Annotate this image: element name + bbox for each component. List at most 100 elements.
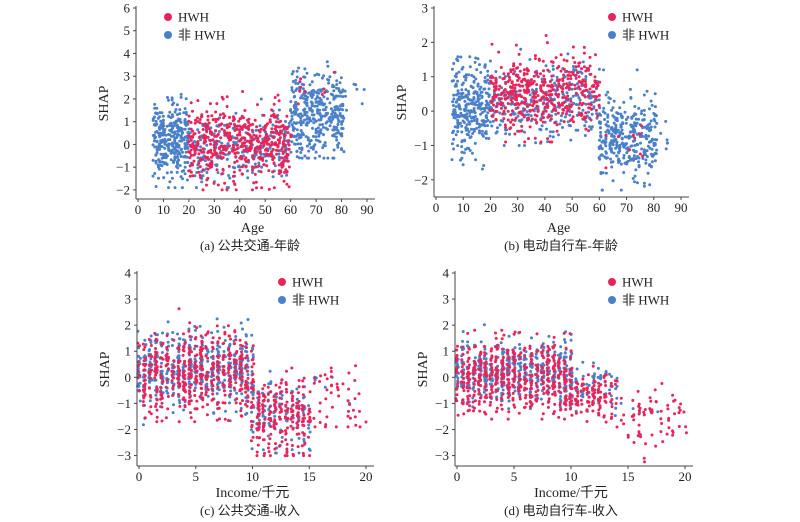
data-point <box>161 114 165 118</box>
data-point <box>274 442 277 446</box>
data-point <box>286 426 289 430</box>
data-point <box>467 73 470 77</box>
data-point <box>177 117 181 121</box>
data-point <box>546 115 550 119</box>
data-point <box>217 381 221 385</box>
data-point <box>655 121 659 125</box>
data-point <box>503 106 507 110</box>
data-point <box>486 118 490 122</box>
data-point <box>242 154 246 158</box>
data-point <box>597 121 601 125</box>
data-point <box>518 343 521 346</box>
data-point <box>256 403 260 407</box>
data-point <box>244 165 248 169</box>
data-point <box>348 416 352 420</box>
data-point <box>216 171 220 175</box>
data-point <box>274 422 278 426</box>
data-point <box>261 158 265 162</box>
data-point <box>187 114 191 118</box>
data-point <box>187 150 191 154</box>
data-point <box>202 141 206 145</box>
data-point <box>147 410 151 414</box>
data-point <box>309 146 313 150</box>
data-point <box>664 147 668 151</box>
data-point <box>157 167 161 171</box>
data-point <box>324 397 328 401</box>
x-axis-label: Income/千元 <box>216 485 290 501</box>
data-point <box>300 156 304 160</box>
x-tick-label: 40 <box>538 200 551 215</box>
data-point <box>551 130 555 134</box>
data-point <box>560 114 563 118</box>
data-point <box>315 104 319 108</box>
data-point <box>328 115 332 119</box>
data-point <box>612 139 616 143</box>
data-point <box>612 135 616 139</box>
data-point <box>485 106 488 110</box>
data-point <box>328 101 332 105</box>
data-point <box>559 345 563 349</box>
data-point <box>201 367 205 371</box>
data-point <box>169 158 173 162</box>
data-point <box>452 137 456 141</box>
data-point <box>619 131 623 135</box>
data-point <box>268 369 272 373</box>
data-point <box>473 356 477 360</box>
data-point <box>178 359 182 363</box>
data-point <box>457 95 461 99</box>
data-point <box>583 95 587 99</box>
data-point <box>214 110 218 114</box>
data-point <box>300 444 304 448</box>
data-point <box>468 114 472 118</box>
data-point <box>251 168 254 172</box>
data-point <box>184 150 188 154</box>
data-point <box>452 147 456 151</box>
data-point <box>205 183 208 187</box>
data-point <box>476 84 480 88</box>
data-point <box>555 75 559 79</box>
data-point <box>573 61 577 64</box>
data-point <box>148 399 152 403</box>
data-point <box>284 438 288 442</box>
data-point <box>322 74 326 78</box>
data-point <box>188 350 192 354</box>
data-point <box>168 128 172 132</box>
data-point <box>523 140 527 144</box>
data-point <box>335 83 339 86</box>
data-point <box>235 159 239 163</box>
data-point <box>245 346 248 350</box>
data-point <box>541 110 545 114</box>
data-point <box>253 172 257 176</box>
data-point <box>234 335 238 338</box>
data-point <box>581 90 585 94</box>
data-point <box>262 128 266 132</box>
data-point <box>273 414 277 418</box>
data-point <box>645 89 649 93</box>
data-point <box>562 355 566 359</box>
data-point <box>191 174 195 178</box>
data-point <box>318 380 322 383</box>
data-point <box>172 338 176 342</box>
data-point <box>644 158 648 162</box>
data-point <box>583 134 587 137</box>
data-point <box>498 123 502 127</box>
data-point <box>283 134 286 138</box>
data-point <box>273 96 277 99</box>
data-point <box>283 136 286 140</box>
data-point <box>460 130 464 134</box>
data-point <box>473 115 477 118</box>
data-point <box>169 116 173 120</box>
data-point <box>539 140 543 144</box>
data-point <box>461 339 464 343</box>
data-point <box>268 405 272 409</box>
data-point <box>181 353 185 357</box>
data-point <box>512 72 515 76</box>
data-point <box>298 89 302 93</box>
data-point <box>232 143 236 147</box>
data-point <box>290 140 294 144</box>
data-point <box>155 106 159 110</box>
data-point <box>322 156 326 160</box>
data-point <box>616 158 620 162</box>
data-point <box>624 121 628 125</box>
data-point <box>504 82 508 85</box>
